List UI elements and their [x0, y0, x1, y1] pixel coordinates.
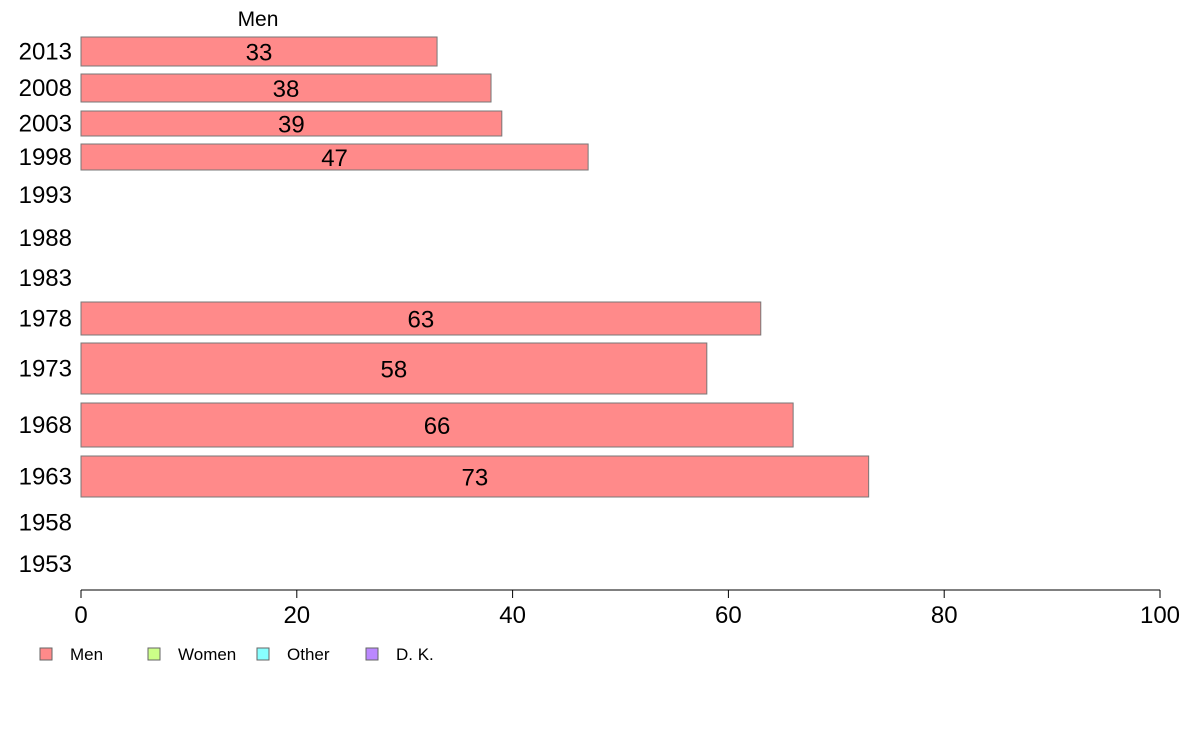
- year-label-1978: 1978: [19, 306, 72, 333]
- bar-value-label-2003: 39: [278, 112, 305, 139]
- legend-label-d-k: D. K.: [396, 645, 434, 664]
- x-tick-label-20: 20: [283, 602, 310, 629]
- year-label-1973: 1973: [19, 356, 72, 383]
- x-tick-label-40: 40: [499, 602, 526, 629]
- x-tick-label-0: 0: [74, 602, 87, 629]
- year-label-2003: 2003: [19, 111, 72, 138]
- x-tick-label-80: 80: [931, 602, 958, 629]
- year-label-1968: 1968: [19, 412, 72, 439]
- bars: [80, 36, 870, 498]
- bar-1968: [80, 402, 794, 448]
- year-labels: 2013 2008 2003 1998 1993 1988 1983 1978 1973 1968…: [19, 39, 72, 579]
- year-label-2008: 2008: [19, 75, 72, 102]
- year-label-1953: 1953: [19, 551, 72, 578]
- bar-value-label-1973: 58: [381, 357, 408, 384]
- bar-2003: [80, 110, 503, 137]
- bar-value-label-1978: 63: [408, 307, 435, 334]
- legend: Men Women Other D. K.: [39, 645, 434, 664]
- legend-swatch-women: [147, 647, 161, 661]
- legend-swatch-other: [256, 647, 270, 661]
- bar-1973: [80, 342, 708, 395]
- year-label-1963: 1963: [19, 464, 72, 491]
- x-axis-ticks: 0 20 40 60 80 100: [74, 590, 1180, 629]
- legend-label-men: Men: [70, 645, 103, 664]
- x-tick-label-60: 60: [715, 602, 742, 629]
- bar-value-label-2013: 33: [246, 40, 273, 67]
- bar-1998: [80, 143, 589, 171]
- bar-value-label-1998: 47: [321, 145, 348, 172]
- bar-value-label-2008: 38: [273, 76, 300, 103]
- column-header: Men: [238, 8, 279, 31]
- year-label-1988: 1988: [19, 225, 72, 252]
- year-label-1958: 1958: [19, 510, 72, 537]
- year-label-2013: 2013: [19, 39, 72, 66]
- legend-swatch-men: [39, 647, 53, 661]
- bar-2008: [80, 73, 492, 103]
- year-label-1983: 1983: [19, 265, 72, 292]
- legend-swatch-d-k: [365, 647, 379, 661]
- bar-value-label-1963: 73: [461, 465, 488, 492]
- bar-1963: [80, 455, 870, 498]
- bar-1978: [80, 301, 762, 336]
- legend-label-women: Women: [178, 645, 236, 664]
- x-tick-label-100: 100: [1140, 602, 1180, 629]
- legend-label-other: Other: [287, 645, 330, 664]
- year-label-1993: 1993: [19, 182, 72, 209]
- year-label-1998: 1998: [19, 144, 72, 171]
- bar-2013: [80, 36, 438, 67]
- bar-value-label-1968: 66: [424, 413, 451, 440]
